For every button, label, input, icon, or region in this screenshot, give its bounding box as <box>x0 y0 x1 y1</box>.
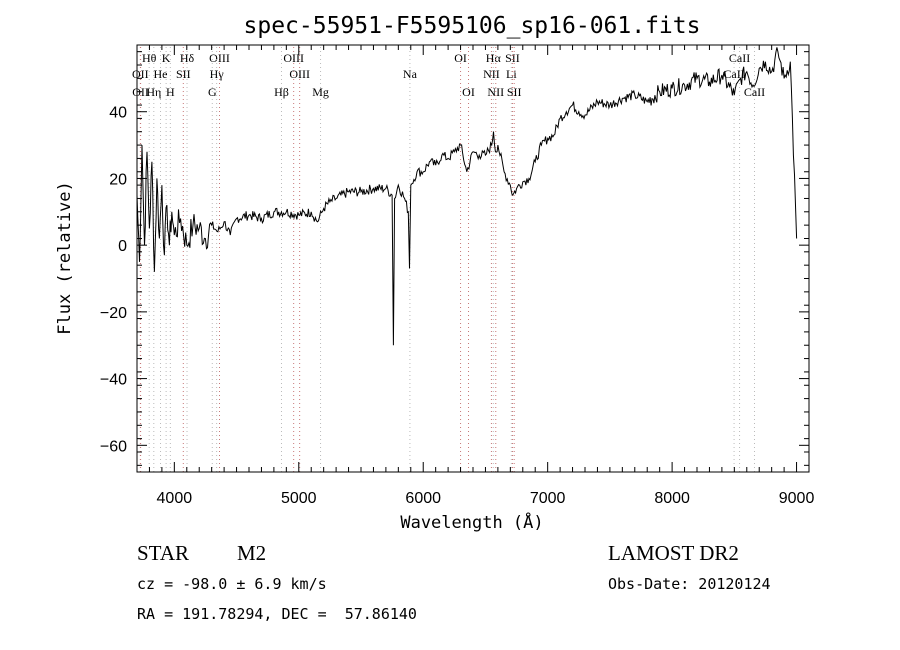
y-tick-label: −60 <box>100 438 127 455</box>
spectral-line-label: OI <box>462 85 475 99</box>
spectral-line-label: Hγ <box>210 67 225 81</box>
object-class: STAR <box>137 541 189 565</box>
spectral-line-label: Hη <box>146 85 161 99</box>
spectral-line-label: Li <box>506 67 517 81</box>
spectral-line-label: SII <box>507 85 522 99</box>
spectral-line-label: Hα <box>486 51 502 65</box>
spectral-line-label: K <box>162 51 171 65</box>
x-tick-label: 6000 <box>405 490 441 507</box>
object-subclass: M2 <box>237 541 267 565</box>
spectral-line-label: Mg <box>312 85 329 99</box>
spectral-line-label: CaII <box>729 51 750 65</box>
spectral-line-label: Hθ <box>142 51 157 65</box>
y-tick-label: 40 <box>109 105 127 122</box>
y-tick-label: 20 <box>109 171 127 188</box>
observation-date: Obs-Date: 20120124 <box>608 575 771 593</box>
spectral-line-label: SII <box>505 51 520 65</box>
spectral-line-label: Hβ <box>274 85 289 99</box>
spectral-line-label: NII <box>483 67 500 81</box>
redshift-velocity: cz = -98.0 ± 6.9 km/s <box>137 575 327 593</box>
spectral-line-label: G <box>208 85 217 99</box>
x-axis-label: Wavelength (Å) <box>400 511 543 533</box>
spectral-line-label: CaII <box>723 67 744 81</box>
x-tick-label: 8000 <box>654 490 690 507</box>
plot-frame <box>136 44 810 473</box>
spectral-line-label: OIII <box>289 67 310 81</box>
spectral-line-label: SII <box>176 67 191 81</box>
coordinates: RA = 191.78294, DEC = 57.86140 <box>137 605 417 623</box>
y-tick-label: −40 <box>100 372 127 389</box>
spectral-line-label: H <box>166 85 175 99</box>
x-tick-label: 4000 <box>157 490 193 507</box>
spectral-line-label: OIII <box>283 51 304 65</box>
x-tick-label: 7000 <box>530 490 566 507</box>
y-tick-label: −20 <box>100 305 127 322</box>
spectral-line-label: OI <box>454 51 467 65</box>
spectral-line-label: CaII <box>744 85 765 99</box>
spectrum-series <box>136 47 798 346</box>
axis-ticks: 4000 5000 6000 7000 8000 9000 −60 −40 −20 0 20 40 <box>100 45 815 507</box>
y-tick-label: 0 <box>118 238 127 255</box>
spectral-line-label: He <box>154 67 168 81</box>
spectral-line-label: NII <box>487 85 504 99</box>
spectral-line-label: Hδ <box>180 51 195 65</box>
spectrum-line <box>136 47 798 346</box>
x-tick-label: 5000 <box>281 490 317 507</box>
x-tick-label: 9000 <box>779 490 815 507</box>
y-axis-label: Flux (relative) <box>55 181 75 335</box>
spectral-line-label: OII <box>132 67 149 81</box>
survey-name: LAMOST DR2 <box>608 541 739 565</box>
spectral-line-label: OIII <box>209 51 230 65</box>
chart-title: spec-55951-F5595106_sp16-061.fits <box>244 13 701 39</box>
spectral-line-label: Na <box>403 67 418 81</box>
